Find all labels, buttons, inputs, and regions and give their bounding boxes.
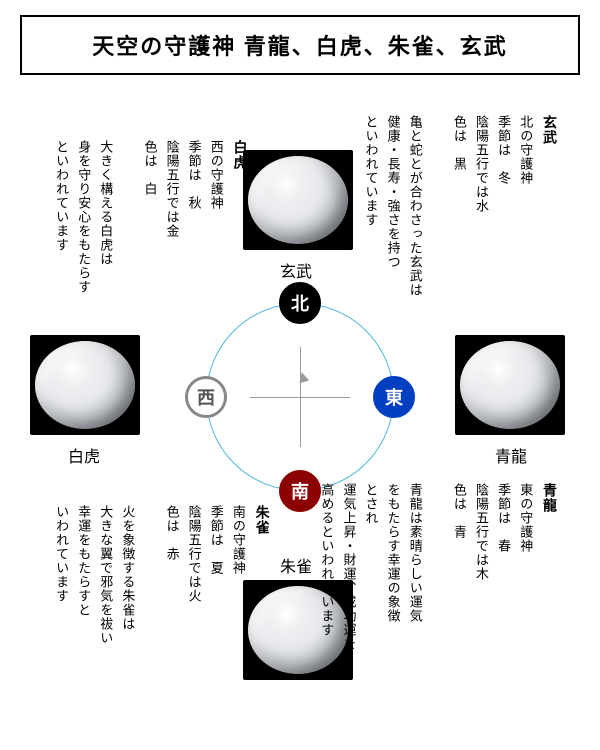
caption-suzaku: 朱雀 bbox=[280, 553, 312, 577]
direction-east: 東 bbox=[373, 376, 415, 418]
text-byakko: 白虎西の守護神季節は 秋陰陽五行では金色は 白 大きく構える白虎は身を守り安心を… bbox=[50, 140, 251, 294]
caption-seiryu: 青龍 bbox=[495, 443, 527, 467]
bead-genbu bbox=[243, 150, 353, 250]
direction-north: 北 bbox=[279, 282, 321, 324]
text-suzaku: 朱雀南の守護神季節は 夏陰陽五行では火色は 赤 火を象徴する朱雀は大きな翼で邪気… bbox=[50, 505, 273, 645]
text-seiryu-body: 東の守護神季節は 春陰陽五行では木色は 青 青龍は素晴らしい運気をもたらす幸運の… bbox=[319, 483, 533, 651]
text-genbu-body: 北の守護神季節は 冬陰陽五行では水色は 黒 亀と蛇とが合わさった玄武は健康・長寿… bbox=[364, 115, 534, 297]
bead-byakko bbox=[30, 335, 140, 435]
text-genbu-name: 玄武 bbox=[541, 115, 556, 145]
title-text: 天空の守護神 青龍、白虎、朱雀、玄武 bbox=[92, 34, 508, 59]
text-seiryu: 青龍東の守護神季節は 春陰陽五行では木色は 青 青龍は素晴らしい運気をもたらす幸… bbox=[315, 483, 560, 651]
page-title: 天空の守護神 青龍、白虎、朱雀、玄武 bbox=[20, 15, 580, 75]
text-byakko-name: 白虎 bbox=[232, 140, 247, 170]
text-suzaku-body: 南の守護神季節は 夏陰陽五行では火色は 赤 火を象徴する朱雀は大きな翼で邪気を祓… bbox=[54, 505, 246, 645]
text-suzaku-name: 朱雀 bbox=[254, 505, 269, 535]
caption-genbu: 玄武 bbox=[280, 258, 312, 282]
bead-seiryu bbox=[455, 335, 565, 435]
compass-diagram: 北 東 南 西 bbox=[190, 287, 410, 507]
text-seiryu-name: 青龍 bbox=[541, 483, 556, 513]
cross-horizontal bbox=[250, 397, 350, 398]
text-genbu: 玄武北の守護神季節は 冬陰陽五行では水色は 黒 亀と蛇とが合わさった玄武は健康・… bbox=[359, 115, 560, 297]
text-byakko-body: 西の守護神季節は 秋陰陽五行では金色は 白 大きく構える白虎は身を守り安心をもた… bbox=[54, 140, 224, 294]
direction-west: 西 bbox=[185, 376, 227, 418]
caption-byakko: 白虎 bbox=[68, 443, 100, 467]
